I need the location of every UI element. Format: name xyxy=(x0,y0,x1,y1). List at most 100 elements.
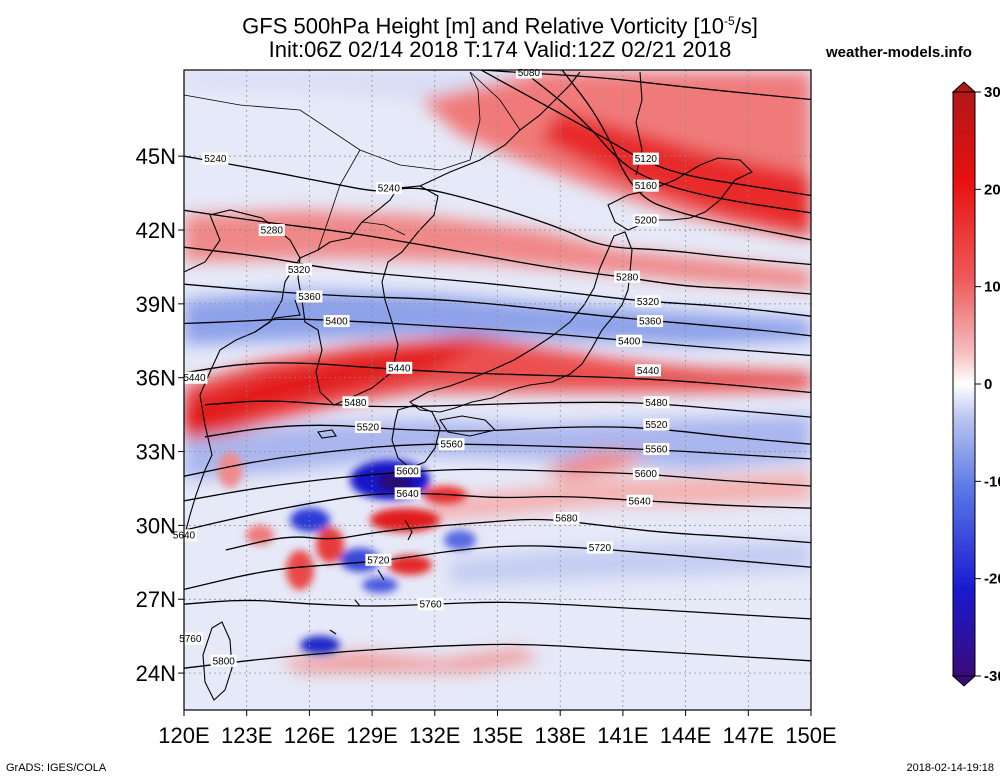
contour-label-bg-5120-0 xyxy=(632,152,659,165)
lat-label-30: 30N xyxy=(136,513,176,538)
site-watermark: weather-models.info xyxy=(826,44,972,61)
contour-label-bg-5480-0 xyxy=(342,396,369,409)
contour-label-5280: 5280 xyxy=(261,226,284,237)
contour-5360 xyxy=(184,283,811,337)
colorbar-tick-10: 10 xyxy=(984,279,1000,296)
coastline-shandong xyxy=(254,299,301,333)
contour-label-5680: 5680 xyxy=(555,514,578,525)
lat-label-39: 39N xyxy=(136,292,176,317)
lon-label-150: 150E xyxy=(785,723,836,748)
contour-label-bg-5640-1 xyxy=(394,487,421,500)
contour-5600 xyxy=(184,468,811,502)
lon-label-141: 141E xyxy=(597,723,648,748)
contour-label-5560: 5560 xyxy=(645,445,668,456)
contour-label-5480: 5480 xyxy=(344,398,367,409)
contour-label-bg-5360-0 xyxy=(296,290,323,303)
colorbar-tick--10: -10 xyxy=(984,473,1000,490)
coastlines xyxy=(184,71,753,701)
contour-5440 xyxy=(184,362,811,394)
lat-label-36: 36N xyxy=(136,366,176,391)
footer-timestamp: 2018-02-14-19:18 xyxy=(906,762,994,774)
lon-label-147: 147E xyxy=(723,723,774,748)
contour-label-bg-5400-0 xyxy=(323,315,350,328)
contour-label-bg-5360-1 xyxy=(637,315,664,328)
contour-label-5440: 5440 xyxy=(183,373,206,384)
coastline-jeju xyxy=(317,429,337,439)
contour-label-5360: 5360 xyxy=(639,317,662,328)
contour-label-5480: 5480 xyxy=(645,398,668,409)
contour-label-5760: 5760 xyxy=(179,634,202,645)
contour-label-bg-5280-1 xyxy=(614,270,641,283)
lon-label-135: 135E xyxy=(472,723,523,748)
contour-label-5400: 5400 xyxy=(325,317,348,328)
colorbar: 30 20 10 0 -10 -20 -30 xyxy=(951,81,1000,687)
contour-label-bg-5760-1 xyxy=(417,598,444,611)
lat-label-42: 42N xyxy=(136,218,176,243)
contour-label-5800: 5800 xyxy=(213,656,236,667)
contour-5480 xyxy=(204,400,811,418)
contour-label-bg-5640-2 xyxy=(626,494,653,507)
vorticity-blob-southeast-red xyxy=(540,450,650,480)
coastline-ryukyu xyxy=(329,519,413,635)
contour-label-5760: 5760 xyxy=(419,600,442,611)
contour-label-5160: 5160 xyxy=(635,181,658,192)
contour-label-bg-5280-0 xyxy=(258,224,285,236)
lat-label-33: 33N xyxy=(136,440,176,465)
contour-label-5080: 5080 xyxy=(518,68,541,79)
contour-label-5600: 5600 xyxy=(635,469,658,480)
coastline-kyushu xyxy=(391,404,441,469)
map-title-line1: GFS 500hPa Height [m] and Relative Vorti… xyxy=(242,13,758,39)
contour-label-5720: 5720 xyxy=(367,555,390,566)
vorticity-core-south-kyushu-inner xyxy=(377,473,413,491)
contour-label-5720: 5720 xyxy=(589,543,612,554)
contour-label-bg-5560-0 xyxy=(438,438,465,451)
lon-axis-labels: 120E 123E 126E 129E 132E 135E 138E 141E 144E 147E… xyxy=(158,723,836,748)
vorticity-band-33n-blue xyxy=(184,415,811,480)
contour-label-bg-5800-0 xyxy=(210,654,237,667)
contour-label-5280: 5280 xyxy=(616,272,639,283)
map-title-line2: Init:06Z 02/14 2018 T:174 Valid:12Z 02/2… xyxy=(268,37,732,62)
contour-label-bg-5440-0 xyxy=(181,371,208,384)
lon-label-138: 138E xyxy=(535,723,586,748)
lon-label-144: 144E xyxy=(660,723,711,748)
contour-label-5520: 5520 xyxy=(645,420,668,431)
coastline-korea xyxy=(297,185,439,406)
contour-labels: 5080 5120 5160 5200 5240 5240 5280 5280 5320 5320… xyxy=(171,66,670,667)
lat-axis-labels: 24N 27N 30N 33N 36N 39N 42N 45N xyxy=(136,144,176,686)
colorbar-scale xyxy=(952,91,976,677)
contour-label-bg-5240-1 xyxy=(375,182,402,195)
contour-label-bg-5560-1 xyxy=(643,443,670,456)
lat-label-45: 45N xyxy=(136,144,176,169)
contour-5320 xyxy=(184,246,811,317)
contour-5680 xyxy=(225,518,811,551)
colorbar-tick--20: -20 xyxy=(984,571,1000,588)
coastline-taiwan xyxy=(202,621,233,701)
lon-label-123: 123E xyxy=(221,723,272,748)
contour-5160 xyxy=(520,70,811,214)
contour-5240 xyxy=(184,155,811,266)
political-borders xyxy=(184,71,521,251)
contour-label-5640: 5640 xyxy=(628,496,651,507)
contour-label-bg-5520-0 xyxy=(354,420,381,433)
colorbar-bottom-arrow xyxy=(951,675,977,687)
contour-5400 xyxy=(184,318,811,357)
contour-label-5640: 5640 xyxy=(397,489,420,500)
lon-label-129: 129E xyxy=(346,723,397,748)
lat-label-24: 24N xyxy=(136,661,176,686)
contour-label-bg-5320-0 xyxy=(285,263,312,276)
contour-5640 xyxy=(184,492,811,531)
height-contours xyxy=(184,70,811,669)
contour-label-bg-5480-1 xyxy=(643,396,670,409)
lat-label-27: 27N xyxy=(136,587,176,612)
contour-label-bg-5400-1 xyxy=(616,334,643,347)
contour-label-bg-5720-1 xyxy=(586,541,613,554)
contour-label-bg-5440-2 xyxy=(634,364,661,377)
colorbar-tick-0: 0 xyxy=(984,376,992,393)
lon-label-120: 120E xyxy=(158,723,209,748)
grid-lines xyxy=(184,70,811,710)
colorbar-tick--30: -30 xyxy=(984,668,1000,685)
contour-label-5360: 5360 xyxy=(298,292,321,303)
contour-label-5120: 5120 xyxy=(635,154,658,165)
contour-label-5560: 5560 xyxy=(440,440,463,451)
axis-ticks xyxy=(178,155,812,716)
